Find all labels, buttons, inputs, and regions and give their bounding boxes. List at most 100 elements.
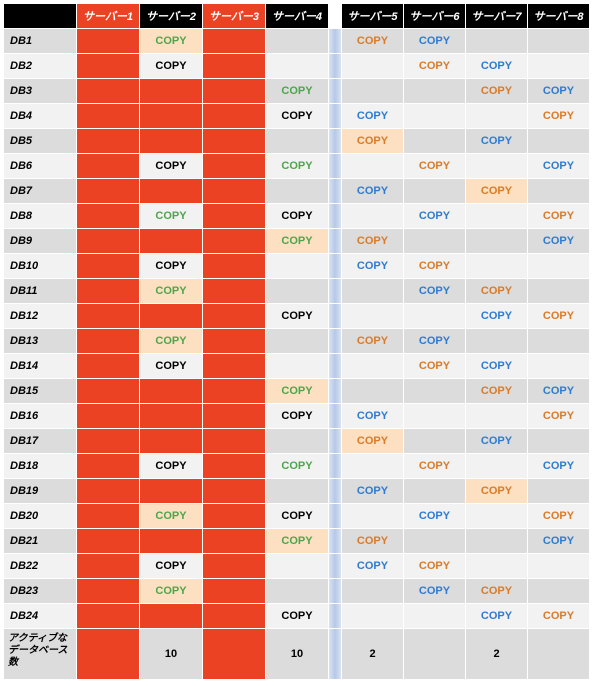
column-gap [329, 479, 341, 503]
row-header-DB1: DB1 [4, 29, 76, 53]
cell-DB7-s8 [528, 179, 589, 203]
cell-DB22-s5: COPY [342, 554, 403, 578]
cell-DB6-s1 [77, 154, 139, 178]
cell-DB8-s3 [203, 204, 265, 228]
cell-DB3-s3 [203, 79, 265, 103]
cell-DB3-s8: COPY [528, 79, 589, 103]
row-header-DB4: DB4 [4, 104, 76, 128]
cell-DB24-s1 [77, 604, 139, 628]
row-header-DB12: DB12 [4, 304, 76, 328]
cell-DB19-s1 [77, 479, 139, 503]
cell-DB11-s6: COPY [404, 279, 465, 303]
cell-DB4-s4: COPY [266, 104, 328, 128]
cell-DB17-s2 [140, 429, 202, 453]
column-gap [329, 279, 341, 303]
cell-DB7-s3 [203, 179, 265, 203]
cell-DB17-s7: COPY [466, 429, 527, 453]
cell-DB18-s1 [77, 454, 139, 478]
row-header-DB3: DB3 [4, 79, 76, 103]
row-header-DB9: DB9 [4, 229, 76, 253]
column-gap [329, 229, 341, 253]
col-header-server-2: サーバー2 [140, 4, 202, 28]
cell-DB14-s3 [203, 354, 265, 378]
cell-DB19-s6 [404, 479, 465, 503]
cell-DB9-s7 [466, 229, 527, 253]
cell-DB21-s3 [203, 529, 265, 553]
cell-DB5-s6 [404, 129, 465, 153]
cell-DB19-s4 [266, 479, 328, 503]
cell-DB18-s2: COPY [140, 454, 202, 478]
cell-DB7-s2 [140, 179, 202, 203]
cell-DB20-s2: COPY [140, 504, 202, 528]
cell-DB1-s4 [266, 29, 328, 53]
cell-DB18-s4: COPY [266, 454, 328, 478]
cell-DB13-s7 [466, 329, 527, 353]
cell-DB18-s6: COPY [404, 454, 465, 478]
cell-DB24-s4: COPY [266, 604, 328, 628]
cell-DB20-s1 [77, 504, 139, 528]
cell-DB18-s3 [203, 454, 265, 478]
column-gap [329, 154, 341, 178]
cell-DB16-s2 [140, 404, 202, 428]
cell-DB14-s8 [528, 354, 589, 378]
cell-DB16-s4: COPY [266, 404, 328, 428]
cell-DB13-s8 [528, 329, 589, 353]
cell-DB22-s1 [77, 554, 139, 578]
cell-DB11-s3 [203, 279, 265, 303]
cell-DB15-s4: COPY [266, 379, 328, 403]
row-header-DB10: DB10 [4, 254, 76, 278]
cell-DB10-s8 [528, 254, 589, 278]
db-server-matrix: サーバー1サーバー2サーバー3サーバー4サーバー5サーバー6サーバー7サーバー8… [4, 4, 596, 679]
cell-DB16-s8: COPY [528, 404, 589, 428]
cell-DB19-s3 [203, 479, 265, 503]
row-header-DB20: DB20 [4, 504, 76, 528]
cell-DB2-s6: COPY [404, 54, 465, 78]
cell-DB13-s2: COPY [140, 329, 202, 353]
row-header-DB18: DB18 [4, 454, 76, 478]
cell-DB5-s2 [140, 129, 202, 153]
cell-DB13-s3 [203, 329, 265, 353]
cell-DB21-s6 [404, 529, 465, 553]
cell-DB4-s7 [466, 104, 527, 128]
cell-DB9-s8: COPY [528, 229, 589, 253]
cell-DB11-s4 [266, 279, 328, 303]
cell-DB5-s3 [203, 129, 265, 153]
cell-DB4-s8: COPY [528, 104, 589, 128]
row-header-DB16: DB16 [4, 404, 76, 428]
column-gap [329, 579, 341, 603]
cell-DB3-s6 [404, 79, 465, 103]
cell-DB22-s3 [203, 554, 265, 578]
cell-DB18-s5 [342, 454, 403, 478]
cell-DB12-s2 [140, 304, 202, 328]
row-header-DB24: DB24 [4, 604, 76, 628]
column-gap [329, 254, 341, 278]
cell-DB18-s8: COPY [528, 454, 589, 478]
cell-DB10-s6: COPY [404, 254, 465, 278]
cell-DB23-s2: COPY [140, 579, 202, 603]
footer-count-s5: 2 [342, 629, 403, 679]
cell-DB24-s6 [404, 604, 465, 628]
footer-count-s8 [528, 629, 589, 679]
cell-DB2-s2: COPY [140, 54, 202, 78]
cell-DB16-s1 [77, 404, 139, 428]
cell-DB21-s2 [140, 529, 202, 553]
cell-DB12-s4: COPY [266, 304, 328, 328]
cell-DB15-s3 [203, 379, 265, 403]
cell-DB17-s4 [266, 429, 328, 453]
col-header-server-7: サーバー7 [466, 4, 527, 28]
cell-DB6-s7 [466, 154, 527, 178]
row-header-DB13: DB13 [4, 329, 76, 353]
cell-DB2-s5 [342, 54, 403, 78]
cell-DB10-s1 [77, 254, 139, 278]
cell-DB17-s5: COPY [342, 429, 403, 453]
cell-DB6-s4: COPY [266, 154, 328, 178]
cell-DB5-s8 [528, 129, 589, 153]
cell-DB16-s7 [466, 404, 527, 428]
cell-DB4-s2 [140, 104, 202, 128]
cell-DB20-s4: COPY [266, 504, 328, 528]
cell-DB24-s7: COPY [466, 604, 527, 628]
column-gap [329, 379, 341, 403]
footer-count-s3 [203, 629, 265, 679]
cell-DB14-s6: COPY [404, 354, 465, 378]
row-header-DB21: DB21 [4, 529, 76, 553]
